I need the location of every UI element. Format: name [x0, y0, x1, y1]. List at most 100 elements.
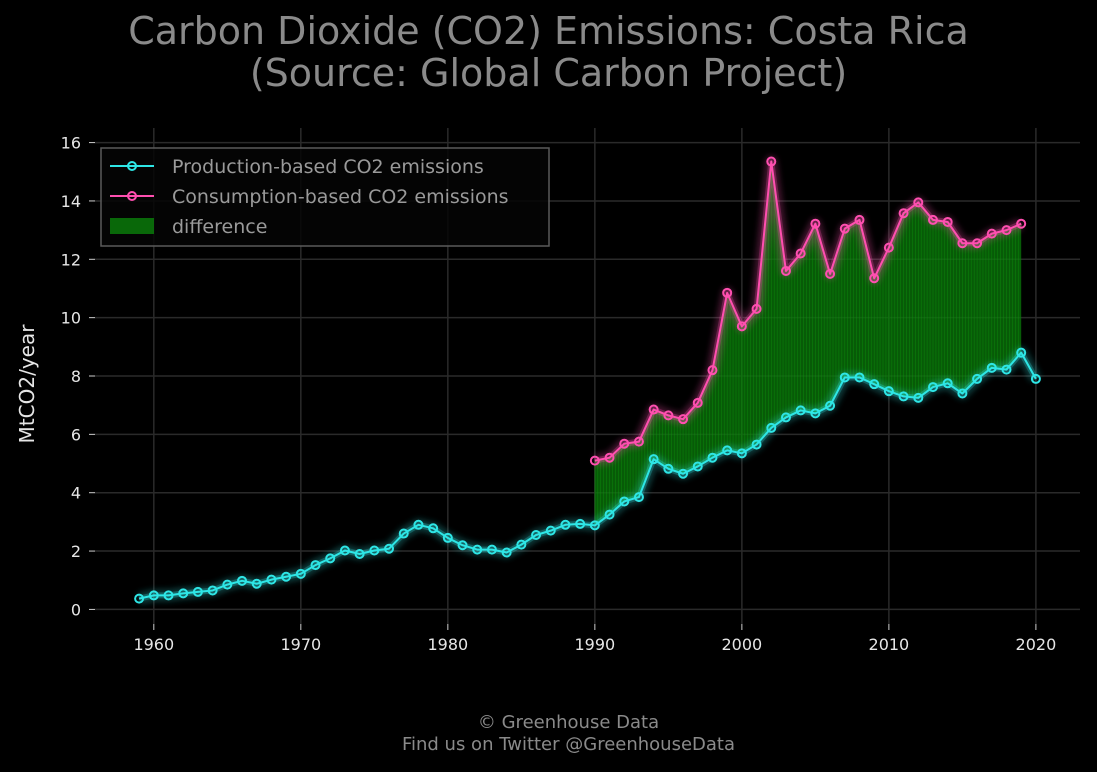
- data-point: [722, 445, 733, 456]
- data-point: [237, 575, 248, 586]
- data-point: [501, 547, 512, 558]
- footer-copyright: © Greenhouse Data: [477, 712, 660, 733]
- data-point: [810, 408, 821, 419]
- y-tick-label: 4: [71, 484, 81, 503]
- data-point: [692, 397, 703, 408]
- data-point: [898, 208, 909, 219]
- data-point: [472, 544, 483, 555]
- data-point: [942, 378, 953, 389]
- data-point: [1016, 218, 1027, 229]
- data-point: [913, 392, 924, 403]
- data-point: [751, 439, 762, 450]
- x-tick-label: 2000: [722, 635, 763, 654]
- data-point: [869, 379, 880, 390]
- data-point: [1001, 364, 1012, 375]
- x-tick-label: 1990: [574, 635, 615, 654]
- data-point: [428, 523, 439, 534]
- data-point: [957, 238, 968, 249]
- data-point: [575, 518, 586, 529]
- data-point: [913, 197, 924, 208]
- data-point: [354, 548, 365, 559]
- x-tick-label: 1960: [133, 635, 174, 654]
- data-point: [604, 452, 615, 463]
- data-point: [148, 590, 159, 601]
- title-line-1: Carbon Dioxide (CO2) Emissions: Costa Ri…: [128, 9, 969, 53]
- y-tick-label: 6: [71, 425, 81, 444]
- chart-title: Carbon Dioxide (CO2) Emissions: Costa Ri…: [0, 10, 1097, 94]
- series-layer: [134, 155, 1042, 605]
- data-point: [854, 372, 865, 383]
- data-point: [589, 520, 600, 531]
- data-point: [766, 156, 777, 167]
- data-point: [486, 544, 497, 555]
- data-point: [310, 560, 321, 571]
- y-tick-label: 16: [61, 134, 81, 153]
- data-point: [648, 404, 659, 415]
- data-point: [678, 414, 689, 425]
- data-point: [766, 422, 777, 433]
- data-point: [442, 532, 453, 543]
- data-point: [398, 528, 409, 539]
- series-line: [138, 351, 1037, 600]
- series-consumption: [589, 155, 1027, 467]
- data-point: [839, 223, 850, 234]
- axis-ticks: 1960 1970 1980 1990 2000 2010 2020 0 2 4 6 8 10 12 14 1…: [61, 134, 1057, 654]
- data-point: [457, 540, 468, 551]
- data-point: [1016, 347, 1027, 358]
- footer: © Greenhouse Data Find us on Twitter @Gr…: [0, 712, 1097, 756]
- y-tick-label: 10: [61, 309, 81, 328]
- data-point: [825, 268, 836, 279]
- data-point: [1030, 373, 1041, 384]
- data-point: [281, 571, 292, 582]
- data-point: [678, 468, 689, 479]
- series-glow: [137, 346, 1042, 605]
- data-point: [751, 303, 762, 314]
- data-point: [869, 273, 880, 284]
- data-point: [927, 214, 938, 225]
- data-point: [883, 386, 894, 397]
- title-line-2: (Source: Global Carbon Project): [249, 51, 848, 95]
- legend-marker-production-based-co2-emissions: [127, 161, 137, 171]
- data-point: [692, 461, 703, 472]
- data-point: [972, 238, 983, 249]
- data-point: [972, 373, 983, 384]
- data-point: [531, 530, 542, 541]
- data-point: [413, 519, 424, 530]
- data-point: [178, 588, 189, 599]
- data-point: [192, 586, 203, 597]
- data-point: [780, 412, 791, 423]
- y-tick-label: 8: [71, 367, 81, 386]
- y-tick-label: 2: [71, 542, 81, 561]
- data-point: [839, 372, 850, 383]
- data-point: [251, 578, 262, 589]
- difference-area: [594, 161, 1022, 526]
- y-tick-label: 12: [61, 250, 81, 269]
- data-point: [384, 543, 395, 554]
- data-point: [295, 568, 306, 579]
- series-production: [134, 346, 1042, 605]
- data-point: [986, 362, 997, 373]
- data-point: [986, 228, 997, 239]
- data-point: [795, 248, 806, 259]
- data-point: [942, 216, 953, 227]
- x-tick-label: 2020: [1016, 635, 1057, 654]
- data-point: [560, 519, 571, 530]
- data-point: [589, 455, 600, 466]
- data-point: [898, 391, 909, 402]
- x-tick-label: 1970: [280, 635, 321, 654]
- data-point: [369, 545, 380, 556]
- data-point: [663, 463, 674, 474]
- data-point: [722, 287, 733, 298]
- data-point: [707, 365, 718, 376]
- data-point: [604, 509, 615, 520]
- difference-fill: [594, 161, 1022, 526]
- y-tick-label: 0: [71, 600, 81, 619]
- legend-label-consumption-based-co2-emissions: Consumption-based CO2 emissions: [172, 186, 509, 208]
- footer-twitter: Find us on Twitter @GreenhouseData: [401, 734, 736, 755]
- data-point: [516, 539, 527, 550]
- data-point: [633, 492, 644, 503]
- legend-label-difference: difference: [172, 216, 267, 238]
- data-point: [207, 585, 218, 596]
- data-point: [707, 452, 718, 463]
